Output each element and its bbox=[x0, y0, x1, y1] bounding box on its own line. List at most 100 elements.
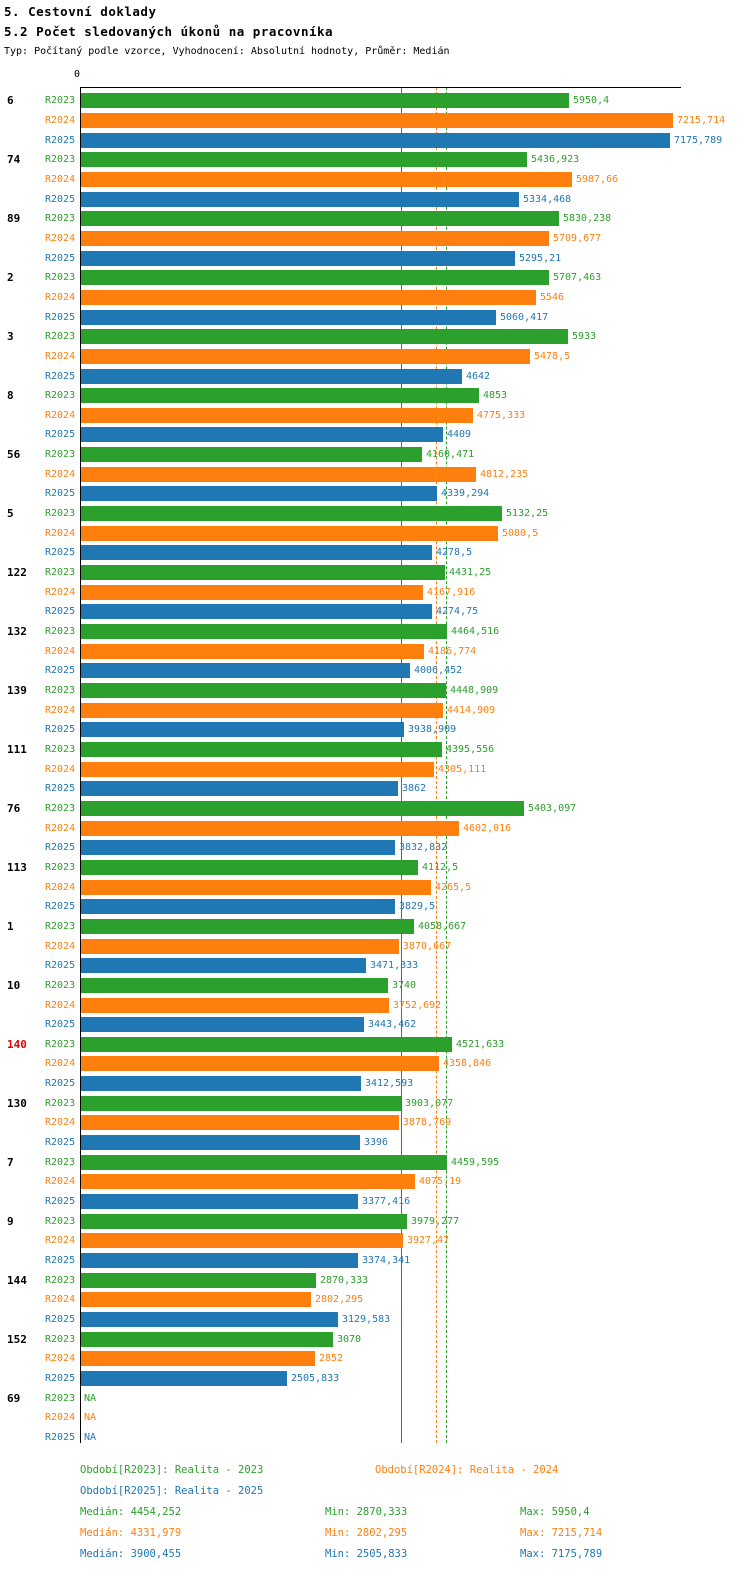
series-label: R2024 bbox=[45, 409, 76, 421]
bar-r2023-cat-89 bbox=[81, 211, 559, 227]
plot-rows: 6 R2023 5950,4 R2024 7215,714 R2025 7175,789 74… bbox=[0, 91, 750, 1447]
legend-min-r2025: Min: 2505,833 bbox=[325, 1548, 408, 1560]
category-label: 3 bbox=[7, 330, 14, 344]
series-label: R2025 bbox=[45, 488, 76, 500]
series-label: R2023 bbox=[45, 861, 76, 873]
bar-row: R2025 4274,75 bbox=[0, 602, 750, 622]
category-label: 139 bbox=[7, 684, 27, 698]
series-label: R2023 bbox=[45, 1274, 76, 1286]
bar-track: 4775,333 bbox=[81, 407, 750, 423]
bar-track: 4464,516 bbox=[81, 624, 750, 640]
na-label: NA bbox=[84, 1431, 97, 1443]
bar-track: 2852 bbox=[81, 1351, 750, 1367]
bar-r2025-cat-113 bbox=[81, 899, 395, 915]
bar-row: R2025 3443,462 bbox=[0, 1015, 750, 1035]
bar-track: 3129,583 bbox=[81, 1312, 750, 1328]
bar-track: 4642 bbox=[81, 368, 750, 384]
bar-row: R2025 3377,416 bbox=[0, 1192, 750, 1212]
bar-r2025-cat-89 bbox=[81, 250, 515, 266]
bar-row: R2025 5295,21 bbox=[0, 248, 750, 268]
series-label: R2023 bbox=[45, 272, 76, 284]
bar-track: 5132,25 bbox=[81, 506, 750, 522]
bar-r2024-cat-139 bbox=[81, 702, 443, 718]
series-label: R2023 bbox=[45, 213, 76, 225]
bar-value-label: 4186,774 bbox=[428, 645, 477, 657]
bar-value-label: 4075,19 bbox=[419, 1176, 462, 1188]
axis-zero-label: 0 bbox=[74, 69, 81, 80]
bar-r2024-cat-56 bbox=[81, 466, 476, 482]
legend-period-r2023: Období[R2023]: Realita - 2023 bbox=[80, 1464, 264, 1476]
category-label: 56 bbox=[7, 448, 21, 462]
bar-row: 9 R2023 3979,277 bbox=[0, 1211, 750, 1231]
bar-row: R2024 4075,19 bbox=[0, 1172, 750, 1192]
bar-value-label: 3927,47 bbox=[407, 1235, 450, 1247]
bar-row: R2024 7215,714 bbox=[0, 111, 750, 131]
bar-row: R2025 4642 bbox=[0, 366, 750, 386]
series-label: R2025 bbox=[45, 665, 76, 677]
bar-value-label: 4274,75 bbox=[436, 606, 479, 618]
bar-r2024-cat-111 bbox=[81, 761, 434, 777]
legend-max-r2025: Max: 7175,789 bbox=[520, 1548, 603, 1560]
bar-r2025-cat-76 bbox=[81, 840, 395, 856]
bar-value-label: 5478,5 bbox=[534, 350, 571, 362]
bar-row: R2024 4167,916 bbox=[0, 582, 750, 602]
bar-track: 3740 bbox=[81, 977, 750, 993]
legend-period-r2024: Období[R2024]: Realita - 2024 bbox=[375, 1464, 559, 1476]
bar-track: 4167,916 bbox=[81, 584, 750, 600]
bar-r2023-cat-113 bbox=[81, 859, 418, 875]
series-label: R2024 bbox=[45, 468, 76, 480]
series-label: R2024 bbox=[45, 1058, 76, 1070]
bar-r2023-cat-10 bbox=[81, 977, 388, 993]
bar-row: 76 R2023 5403,097 bbox=[0, 799, 750, 819]
bar-track: 3903,077 bbox=[81, 1095, 750, 1111]
series-label: R2025 bbox=[45, 1314, 76, 1326]
category-label: 76 bbox=[7, 801, 21, 815]
bar-r2023-cat-130 bbox=[81, 1095, 401, 1111]
series-label: R2024 bbox=[45, 291, 76, 303]
bar-track: 4358,846 bbox=[81, 1056, 750, 1072]
bar-value-label: 3829,5 bbox=[399, 901, 436, 913]
bar-r2023-cat-144 bbox=[81, 1272, 316, 1288]
series-label: R2023 bbox=[45, 1215, 76, 1227]
bar-r2024-cat-76 bbox=[81, 820, 459, 836]
bar-value-label: 3832,832 bbox=[399, 842, 448, 854]
series-label: R2025 bbox=[45, 1372, 76, 1384]
bar-track: 7215,714 bbox=[81, 112, 750, 128]
category-label: 113 bbox=[7, 860, 27, 874]
bar-row: 122 R2023 4431,25 bbox=[0, 563, 750, 583]
bar-r2025-cat-139 bbox=[81, 722, 404, 738]
category-label: 7 bbox=[7, 1155, 14, 1169]
report-meta: Typ: Počítaný podle vzorce, Vyhodnocení:… bbox=[4, 46, 450, 57]
bar-row: 69 R2023 NA bbox=[0, 1388, 750, 1408]
series-label: R2023 bbox=[45, 390, 76, 402]
bar-row: 2 R2023 5707,463 bbox=[0, 268, 750, 288]
bar-row: R2024 NA bbox=[0, 1408, 750, 1428]
bar-track: 3829,5 bbox=[81, 899, 750, 915]
series-label: R2023 bbox=[45, 1156, 76, 1168]
series-label: R2024 bbox=[45, 1176, 76, 1188]
series-label: R2023 bbox=[45, 508, 76, 520]
bar-r2024-cat-1 bbox=[81, 938, 399, 954]
bar-value-label: 7175,789 bbox=[674, 134, 723, 146]
series-label: R2024 bbox=[45, 114, 76, 126]
bar-row: R2024 3870,667 bbox=[0, 936, 750, 956]
bar-track: 4186,774 bbox=[81, 643, 750, 659]
bar-value-label: 3862 bbox=[402, 783, 427, 795]
bar-r2023-cat-5 bbox=[81, 506, 502, 522]
bar-row: R2024 3752,692 bbox=[0, 995, 750, 1015]
bar-track: 4459,595 bbox=[81, 1154, 750, 1170]
bar-value-label: 5933 bbox=[572, 331, 597, 343]
bar-value-label: 4278,5 bbox=[436, 547, 473, 559]
bar-r2023-cat-152 bbox=[81, 1331, 333, 1347]
bar-value-label: 5707,463 bbox=[553, 272, 602, 284]
bar-row: 89 R2023 5830,238 bbox=[0, 209, 750, 229]
series-label: R2024 bbox=[45, 1235, 76, 1247]
bar-r2025-cat-140 bbox=[81, 1076, 361, 1092]
bar-track: 3878,769 bbox=[81, 1115, 750, 1131]
series-label: R2023 bbox=[45, 331, 76, 343]
series-label: R2023 bbox=[45, 95, 76, 107]
bar-row: R2025 3938,909 bbox=[0, 720, 750, 740]
category-label: 69 bbox=[7, 1391, 21, 1405]
bar-row: R2024 5080,5 bbox=[0, 523, 750, 543]
